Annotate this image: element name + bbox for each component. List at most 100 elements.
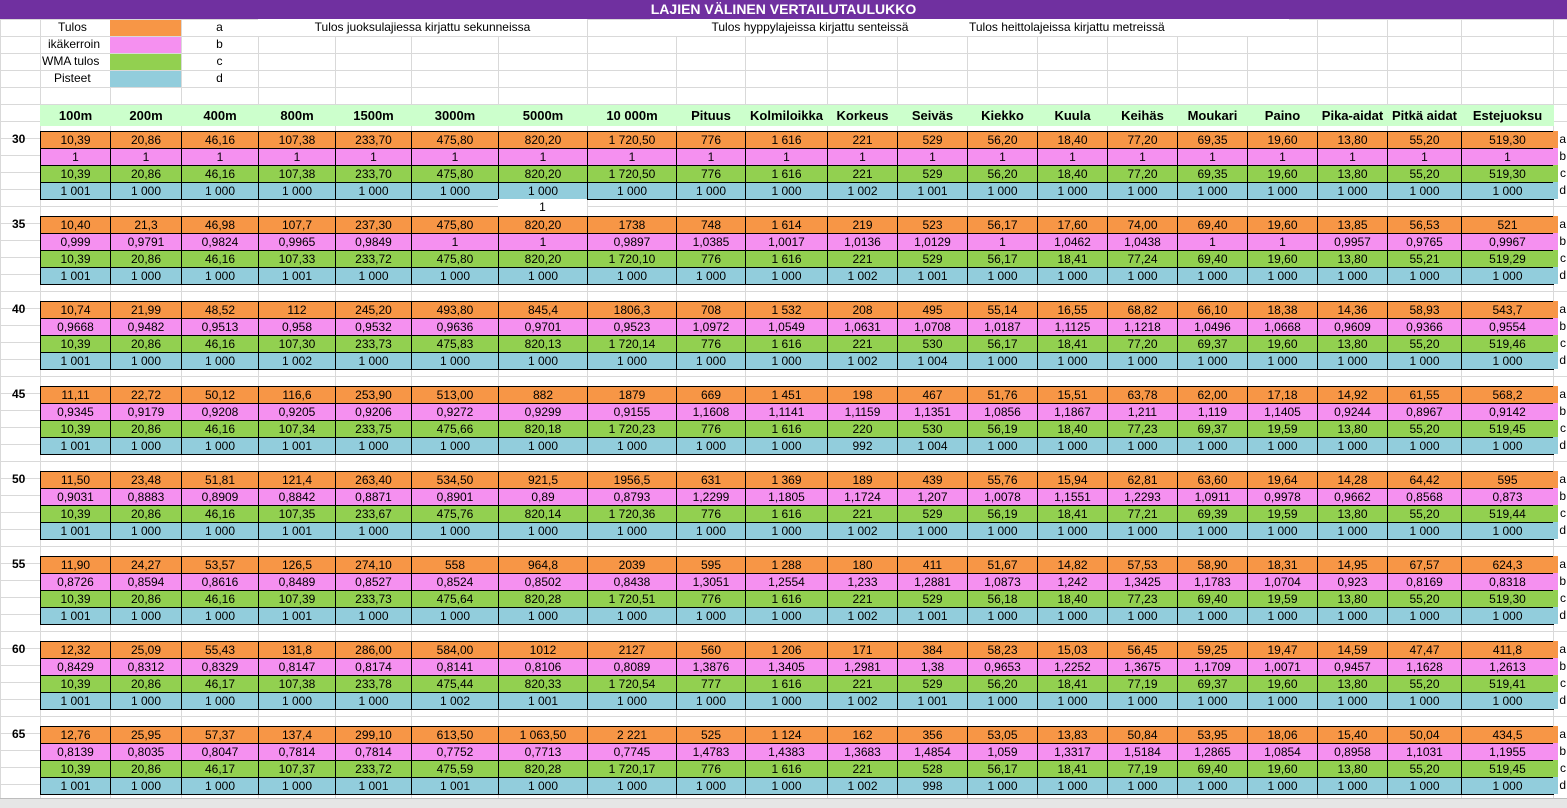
cell: 299,10 (335, 726, 412, 744)
cell: 1 000 (110, 607, 182, 625)
cell: 46,17 (181, 675, 259, 693)
cell: 63,78 (1107, 386, 1178, 404)
cell: 208 (827, 301, 898, 319)
cell: 1,0549 (745, 318, 828, 336)
cell: 0,8047 (181, 743, 259, 761)
cell: 19,60 (1247, 131, 1318, 149)
age-label: 35 (12, 217, 26, 231)
cell: 56,45 (1107, 641, 1178, 659)
cell: 1 001 (40, 522, 111, 540)
cell: 1 000 (587, 437, 677, 455)
cell: 69,35 (1177, 165, 1248, 183)
cell: 992 (827, 437, 898, 455)
grid-line (0, 716, 1567, 717)
cell: 1 616 (745, 505, 828, 523)
cell: 1 000 (1107, 692, 1178, 710)
cell: 21,3 (110, 216, 182, 234)
cell: 48,52 (181, 301, 259, 319)
cell: 624,3 (1461, 556, 1554, 574)
cell: 0,8726 (40, 573, 111, 591)
cell: 1 001 (40, 692, 111, 710)
cell: 69,35 (1177, 131, 1248, 149)
cell: 16,55 (1037, 301, 1108, 319)
cell: 20,86 (110, 420, 182, 438)
cell: 776 (676, 590, 746, 608)
cell: 669 (676, 386, 746, 404)
cell: 475,76 (411, 505, 499, 523)
cell: 233,72 (335, 250, 412, 268)
row-letter: a (1553, 641, 1567, 658)
cell: 19,60 (1247, 675, 1318, 693)
cell: 220 (827, 420, 898, 438)
cell: 411 (897, 556, 968, 574)
row-letter: d (1553, 267, 1567, 284)
cell: 1 369 (745, 471, 828, 489)
row-letter: d (1553, 777, 1567, 794)
cell: 1 000 (110, 352, 182, 370)
cell: 0,9206 (335, 403, 412, 421)
row-letter: d (1553, 522, 1567, 539)
cell: 107,38 (258, 675, 336, 693)
cell: 0,8489 (258, 573, 336, 591)
cell: 68,82 (1107, 301, 1178, 319)
cell: 1,3051 (676, 573, 746, 591)
cell: 19,60 (1247, 165, 1318, 183)
cell: 475,59 (411, 760, 499, 778)
cell: 1,0704 (1247, 573, 1318, 591)
cell: 1,1141 (745, 403, 828, 421)
cell: 525 (676, 726, 746, 744)
cell: 0,9457 (1317, 658, 1388, 676)
cell: 1 000 (1177, 182, 1248, 200)
cell: 1,1724 (827, 488, 898, 506)
cell: 523 (897, 216, 968, 234)
cell: 56,19 (967, 420, 1038, 438)
cell: 107,37 (258, 760, 336, 778)
cell: 1 000 (1387, 522, 1462, 540)
cell: 1 000 (1317, 607, 1388, 625)
cell: 475,80 (411, 216, 499, 234)
cell: 20,86 (110, 250, 182, 268)
row-letter: a (1553, 726, 1567, 743)
cell: 1 000 (676, 522, 746, 540)
legend-swatch (110, 71, 181, 87)
cell: 63,60 (1177, 471, 1248, 489)
cell: 1 000 (411, 267, 499, 285)
cell: 0,9299 (498, 403, 588, 421)
cell: 1 000 (1317, 352, 1388, 370)
cell: 55,20 (1387, 420, 1462, 438)
cell: 882 (498, 386, 588, 404)
cell: 519,45 (1461, 420, 1554, 438)
cell: 1,3675 (1107, 658, 1178, 676)
legend-letter: c (216, 54, 223, 68)
cell: 0,9244 (1317, 403, 1388, 421)
cell: 0,8141 (411, 658, 499, 676)
cell: 1 001 (40, 607, 111, 625)
cell: 1 001 (40, 777, 111, 795)
cell: 233,73 (335, 335, 412, 353)
cell: 1 000 (1247, 692, 1318, 710)
cell: 1 451 (745, 386, 828, 404)
cell: 171 (827, 641, 898, 659)
cell: 1,1709 (1177, 658, 1248, 676)
cell: 0,9653 (967, 658, 1038, 676)
row-letter: a (1553, 471, 1567, 488)
cell: 1,0496 (1177, 318, 1248, 336)
cell: 1 000 (967, 607, 1038, 625)
cell: 24,27 (110, 556, 182, 574)
cell: 1 000 (1461, 777, 1554, 795)
cell: 107,30 (258, 335, 336, 353)
cell: 1 (967, 148, 1038, 166)
cell: 1 000 (1461, 522, 1554, 540)
cell: 543,7 (1461, 301, 1554, 319)
cell: 1 000 (1247, 777, 1318, 795)
cell: 1 000 (1037, 777, 1108, 795)
cell: 568,2 (1461, 386, 1554, 404)
cell: 253,90 (335, 386, 412, 404)
cell: 1 000 (1247, 267, 1318, 285)
cell: 221 (827, 760, 898, 778)
cell: 18,41 (1037, 675, 1108, 693)
cell: 1012 (498, 641, 588, 659)
cell: 13,80 (1317, 675, 1388, 693)
cell: 77,24 (1107, 250, 1178, 268)
row-letter: d (1553, 437, 1567, 454)
